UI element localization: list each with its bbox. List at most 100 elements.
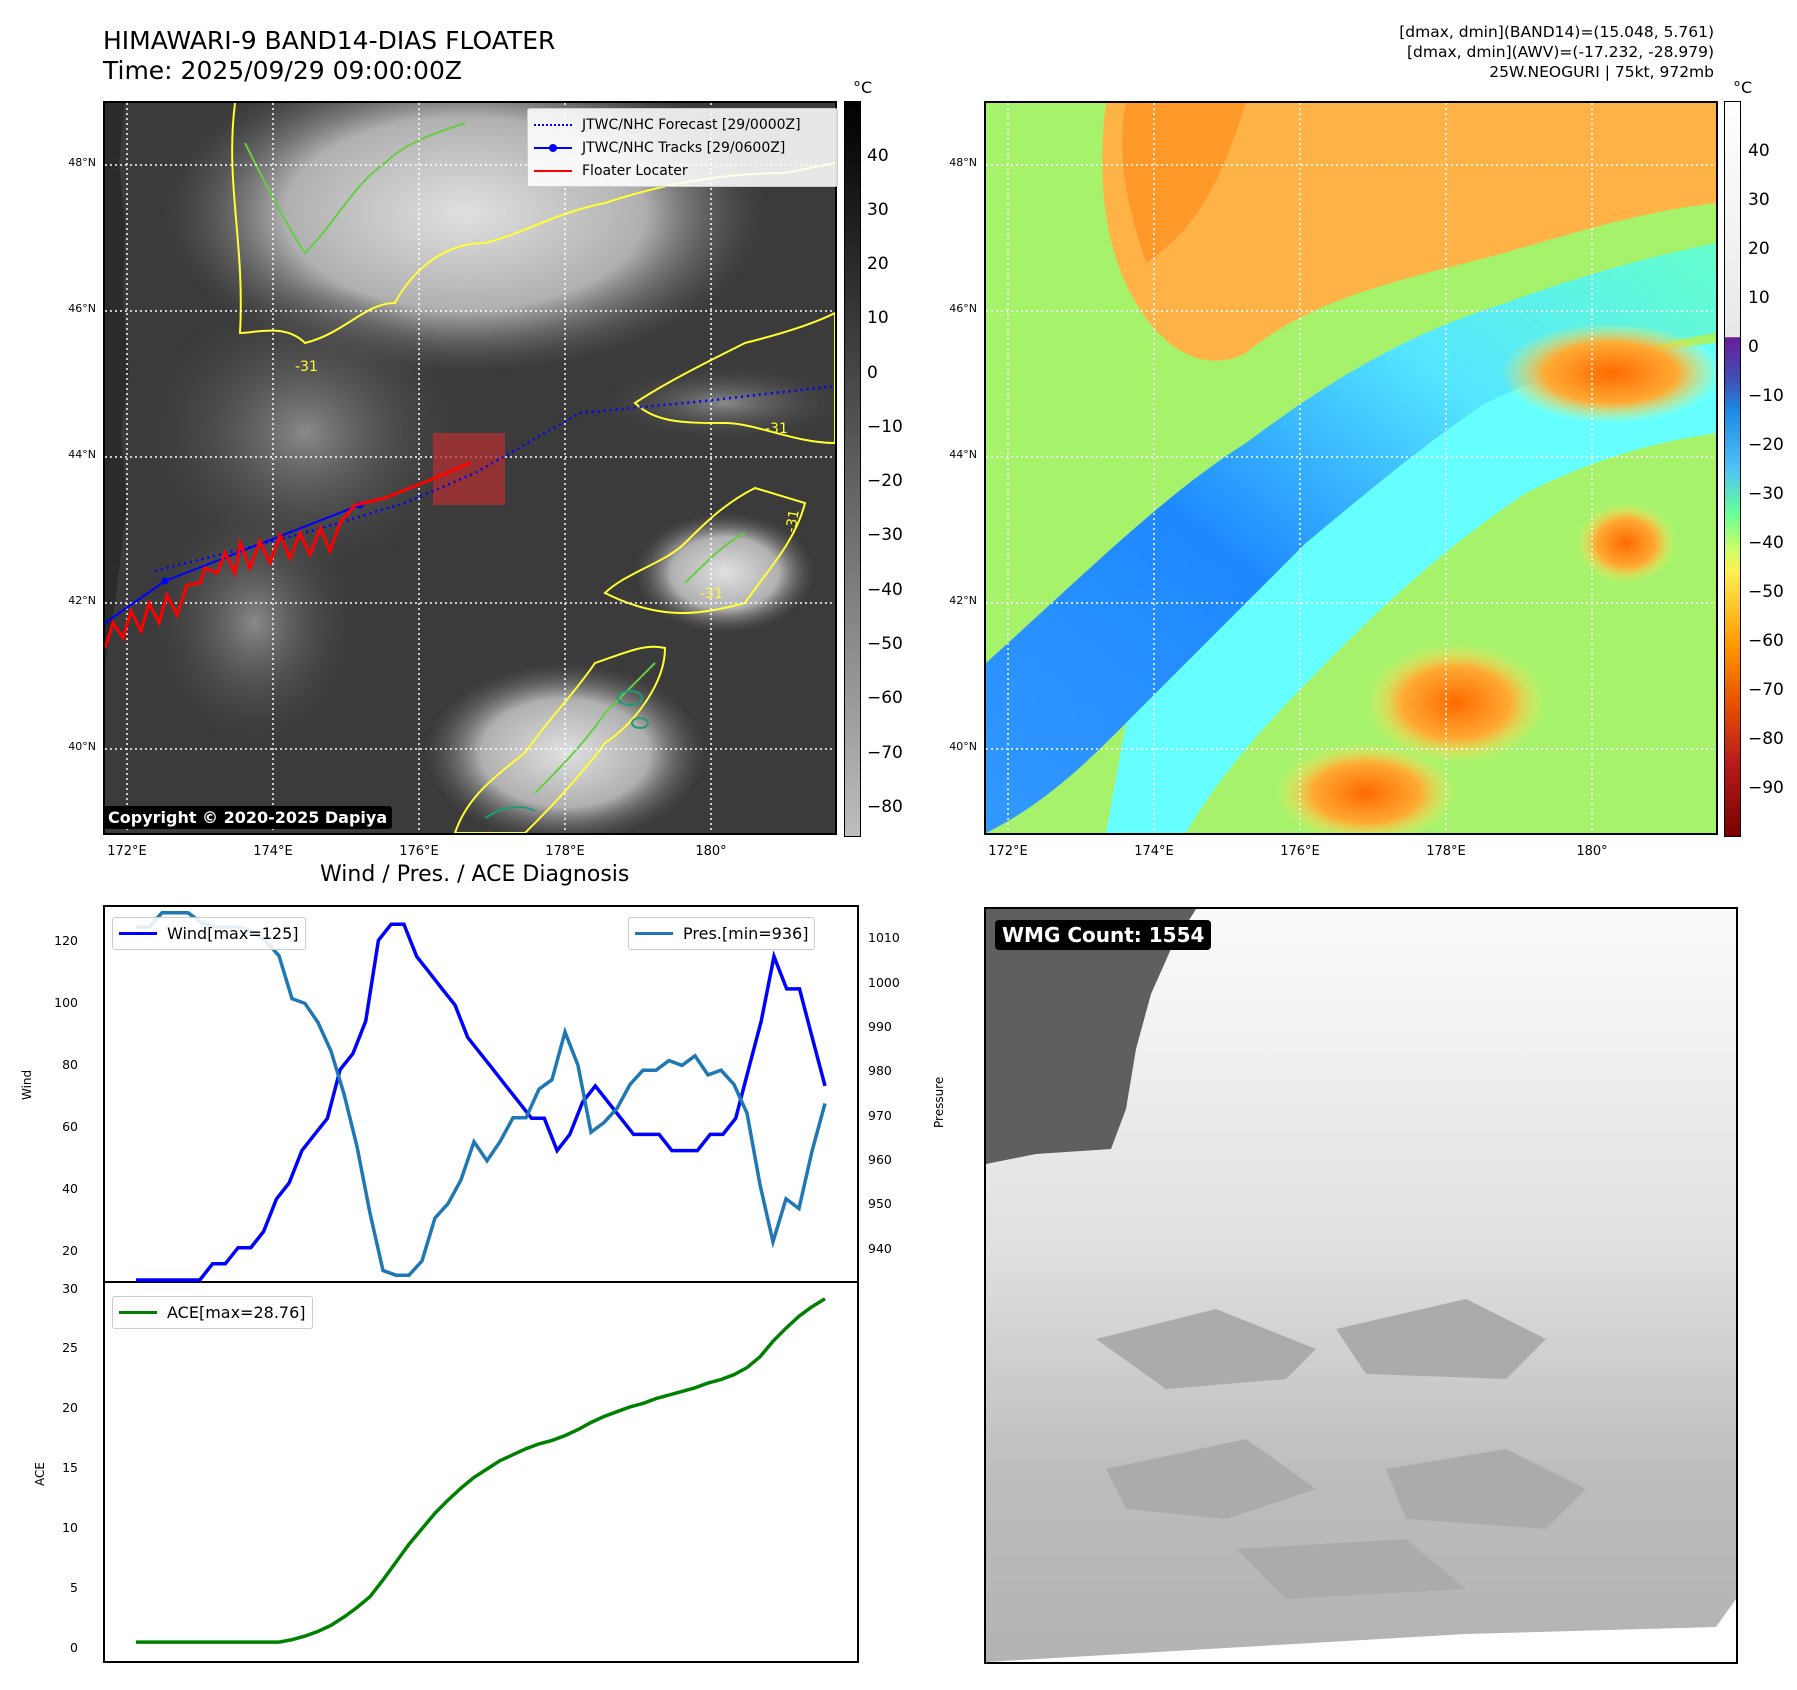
lat-label: 44°N <box>949 448 977 461</box>
wv-moist-band <box>1106 343 1716 833</box>
pres-tick: 1010 <box>868 930 900 945</box>
wind-pres-axes <box>103 905 859 1283</box>
wv-colorbar-tick: −30 <box>1748 484 1784 504</box>
lat-label: 46°N <box>949 302 977 315</box>
wmg-warm-region <box>986 909 1196 1164</box>
ir-colorbar <box>844 101 861 837</box>
ir-colorbar-tick: −70 <box>867 743 903 763</box>
lat-label: 48°N <box>949 156 977 169</box>
contour-yellow-south <box>453 645 667 833</box>
info-band14: [dmax, dmin](BAND14)=(15.048, 5.761) <box>1399 23 1714 41</box>
pres-tick: 980 <box>868 1063 892 1078</box>
wv-colorbar-tick: 0 <box>1748 337 1759 357</box>
lon-label: 172°E <box>107 844 147 859</box>
wmg-image <box>986 909 1736 1662</box>
wv-colorbar-tick: −10 <box>1748 386 1784 406</box>
legend-locater: Floater Locater <box>534 159 831 182</box>
ir-map-panel: -31 -31 -31 -31 <box>103 101 837 835</box>
wv-colorbar-tick: −60 <box>1748 631 1784 651</box>
ir-map-image: -31 -31 -31 -31 <box>105 103 835 833</box>
pres-tick: 960 <box>868 1152 892 1167</box>
wv-colorbar-tick: 10 <box>1748 288 1770 308</box>
wv-colorbar-unit: °C <box>1733 78 1753 97</box>
pres-tick: 970 <box>868 1108 892 1123</box>
lat-label: 46°N <box>68 302 96 315</box>
lat-label: 40°N <box>949 740 977 753</box>
wv-colorbar-tick: 20 <box>1748 239 1770 259</box>
wind-series-line <box>136 922 827 1282</box>
ir-colorbar-tick: −50 <box>867 634 903 654</box>
wv-colorbar-tick: −40 <box>1748 533 1784 553</box>
ace-tick: 15 <box>62 1460 78 1475</box>
pres-tick: 950 <box>868 1196 892 1211</box>
wv-dry-north <box>1102 103 1716 361</box>
pres-legend: Pres.[min=936] <box>628 917 816 950</box>
pres-tick: 1000 <box>868 975 900 990</box>
pres-axis-label: Pressure <box>932 1076 946 1128</box>
wv-colorbar-tick: −20 <box>1748 435 1784 455</box>
dark-strip <box>105 103 129 663</box>
lat-label: 40°N <box>68 740 96 753</box>
track-point <box>161 577 169 585</box>
lat-label: 42°N <box>68 594 96 607</box>
wv-map-panel <box>984 101 1718 835</box>
contour-label: -31 <box>295 359 318 375</box>
lon-label: 174°E <box>253 844 293 859</box>
wv-colorbar-tick: −50 <box>1748 582 1784 602</box>
wind-tick: 20 <box>62 1243 78 1258</box>
ir-colorbar-tick: 0 <box>867 363 878 383</box>
ace-legend: ACE[max=28.76] <box>112 1296 313 1329</box>
ir-colorbar-tick: −40 <box>867 580 903 600</box>
wind-tick: 60 <box>62 1119 78 1134</box>
lon-label: 176°E <box>1280 844 1320 859</box>
lon-label: 178°E <box>545 844 585 859</box>
ir-legend: JTWC/NHC Forecast [29/0000Z] JTWC/NHC Tr… <box>527 108 838 187</box>
ir-colorbar-tick: −30 <box>867 525 903 545</box>
wv-gridlines <box>986 103 1716 833</box>
info-awv: [dmax, dmin](AWV)=(-17.232, -28.979) <box>1407 43 1714 61</box>
wind-tick: 120 <box>54 933 78 948</box>
lat-label: 44°N <box>68 448 96 461</box>
ir-colorbar-tick: 20 <box>867 254 889 274</box>
wmg-panel <box>984 907 1738 1664</box>
ace-axis-label: ACE <box>33 1462 47 1486</box>
ir-colorbar-unit: °C <box>853 78 873 97</box>
ace-series-line <box>136 1297 826 1644</box>
ir-colorbar-tick: 40 <box>867 146 889 166</box>
wind-axis-label: Wind <box>20 1069 34 1100</box>
lon-label: 180° <box>695 844 727 859</box>
ir-colorbar-tick: 10 <box>867 308 889 328</box>
legend-forecast: JTWC/NHC Forecast [29/0000Z] <box>534 113 831 136</box>
wind-tick: 80 <box>62 1057 78 1072</box>
diagnosis-chart <box>103 905 859 1663</box>
ace-tick: 25 <box>62 1340 78 1355</box>
lon-label: 176°E <box>399 844 439 859</box>
contour-yellow-north <box>231 103 835 345</box>
copyright-badge: Copyright © 2020-2025 Dapiya <box>103 806 393 829</box>
legend-tracks: JTWC/NHC Tracks [29/0600Z] <box>534 136 831 159</box>
wv-colorbar <box>1724 101 1741 837</box>
ir-colorbar-tick: −60 <box>867 688 903 708</box>
lon-label: 180° <box>1576 844 1608 859</box>
ir-colorbar-tick: −20 <box>867 471 903 491</box>
wind-legend: Wind[max=125] <box>112 917 306 950</box>
floater-locater-line <box>105 461 471 649</box>
wv-colorbar-tick: 40 <box>1748 141 1770 161</box>
ir-colorbar-tick: −10 <box>867 417 903 437</box>
ace-tick: 10 <box>62 1520 78 1535</box>
figure-info: [dmax, dmin](BAND14)=(15.048, 5.761) [dm… <box>1399 22 1714 82</box>
ace-tick: 30 <box>62 1281 78 1296</box>
ir-colorbar-tick: −80 <box>867 797 903 817</box>
diagnosis-title: Wind / Pres. / ACE Diagnosis <box>320 862 630 887</box>
wv-dry-slot <box>986 243 1716 833</box>
wv-storm-south <box>1366 643 1546 763</box>
info-storm: 25W.NEOGURI | 75kt, 972mb <box>1489 63 1714 81</box>
lon-label: 178°E <box>1426 844 1466 859</box>
ir-colorbar-tick: 30 <box>867 200 889 220</box>
wv-storm-east <box>1501 323 1716 423</box>
wv-colorbar-tick: −70 <box>1748 680 1784 700</box>
wv-colorbar-tick: −80 <box>1748 729 1784 749</box>
wmg-count-badge: WMG Count: 1554 <box>995 920 1212 950</box>
contour-label: -31 <box>783 508 803 533</box>
ace-tick: 20 <box>62 1400 78 1415</box>
